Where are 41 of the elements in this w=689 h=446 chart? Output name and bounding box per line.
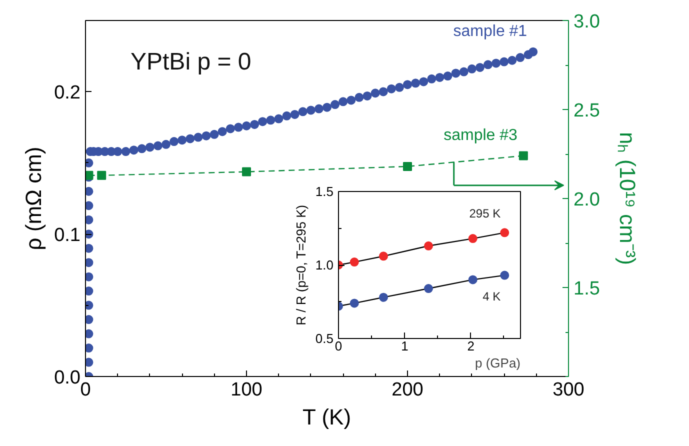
point [500, 270, 510, 280]
y2-axis-title: nₕ (10¹⁹ cm⁻³) [614, 132, 640, 265]
y2-tick-label: 2.5 [574, 100, 600, 122]
point [242, 167, 251, 176]
point [379, 252, 388, 261]
y-tick-label: 1.5 [315, 184, 334, 199]
point [97, 170, 106, 180]
point [379, 292, 388, 302]
y-tick-label: 0.5 [315, 331, 334, 346]
point [350, 298, 359, 308]
x-tick-label: 300 [552, 380, 584, 400]
y2-tick-label: 2.0 [574, 190, 600, 210]
point [403, 162, 412, 171]
y-tick-label: 1.0 [315, 258, 334, 272]
x-tick-label: 0 [80, 380, 91, 400]
x-tick-label: 1 [401, 338, 408, 354]
y-axis-title: R / R (p=0, T=295 K) [293, 204, 308, 326]
y2-tick-label: 1.5 [574, 278, 600, 300]
point [500, 228, 510, 238]
point [424, 241, 434, 250]
series-label: sample #3 [444, 126, 518, 144]
x-axis-title: T (K) [302, 404, 352, 430]
series-label: 4 K [482, 289, 501, 304]
y2-tick-label: 3.0 [574, 12, 600, 32]
x-tick-label: 2 [467, 338, 474, 354]
y-tick-label: 0.0 [54, 368, 81, 388]
series-label: 295 K [469, 206, 501, 221]
y-axis-title: ρ (mΩ cm) [21, 146, 46, 250]
x-axis-title: p (GPa) [474, 356, 521, 370]
y-tick-label: 0.1 [54, 225, 81, 246]
x-tick-label: 200 [392, 380, 424, 400]
point [518, 151, 528, 160]
series-label: sample #1 [453, 22, 528, 40]
y-tick-label: 0.2 [54, 82, 81, 104]
point [468, 275, 478, 284]
point [468, 234, 478, 244]
x-tick-label: 100 [230, 380, 262, 400]
point [350, 258, 359, 267]
x-tick-label: 0 [334, 338, 342, 354]
point [424, 284, 434, 294]
annotation: YPtBi p = 0 [130, 48, 252, 76]
